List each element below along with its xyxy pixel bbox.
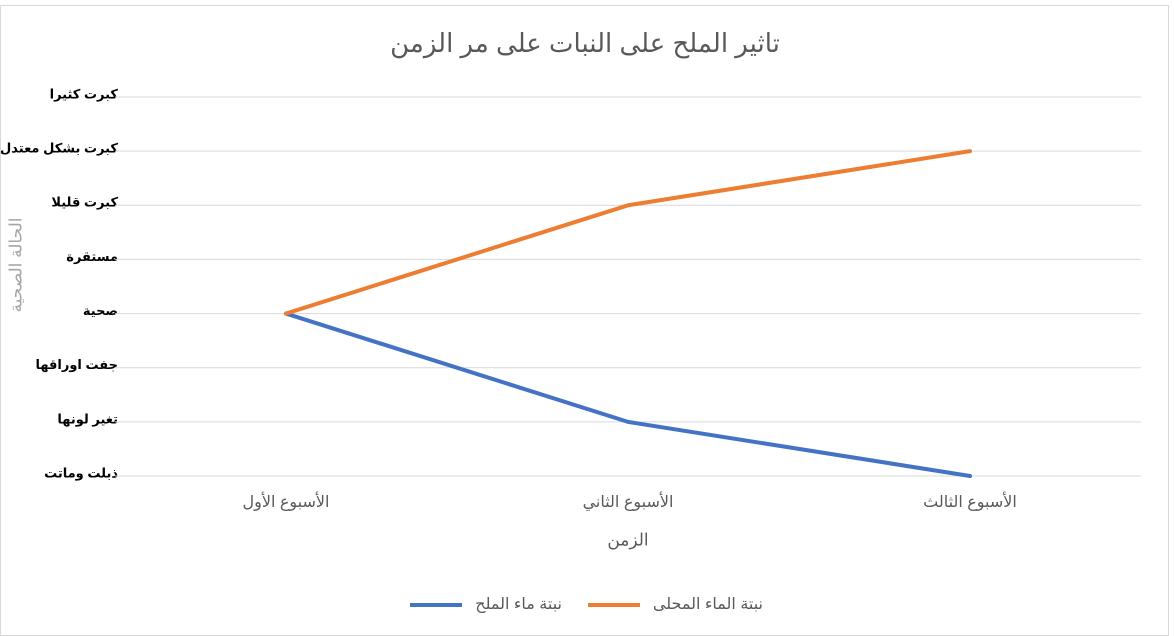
y-tick-label: كبرت بشكل معتدل [0, 141, 118, 156]
y-tick-label: كبرت كثيرا [50, 86, 119, 101]
series-line [284, 149, 972, 316]
y-tick-label: صحية [83, 303, 118, 318]
x-tick-label: الأسبوع الثالث [923, 491, 1017, 512]
chart-title: تاثير الملح على النبات على مر الزمن [390, 28, 780, 59]
y-tick-label: كبرت قليلا [51, 195, 118, 210]
series-line [284, 311, 972, 478]
y-tick-label: تغير لونها [57, 411, 118, 426]
y-axis-title: الحالة الصحية [6, 218, 25, 313]
x-tick-label: الأسبوع الأول [243, 491, 330, 512]
y-tick-label: مستقرة [66, 249, 118, 264]
legend-label: نبتة ماء الملح [475, 596, 562, 614]
y-tick-label: ذبلت وماتت [44, 465, 118, 480]
legend-label: نبتة الماء المحلى [653, 596, 763, 613]
y-tick-label: جفت اوراقها [35, 357, 118, 372]
x-axis-title: الزمن [607, 530, 648, 549]
chart-frame [0, 5, 1169, 636]
x-tick-label: الأسبوع الثاني [583, 491, 674, 512]
